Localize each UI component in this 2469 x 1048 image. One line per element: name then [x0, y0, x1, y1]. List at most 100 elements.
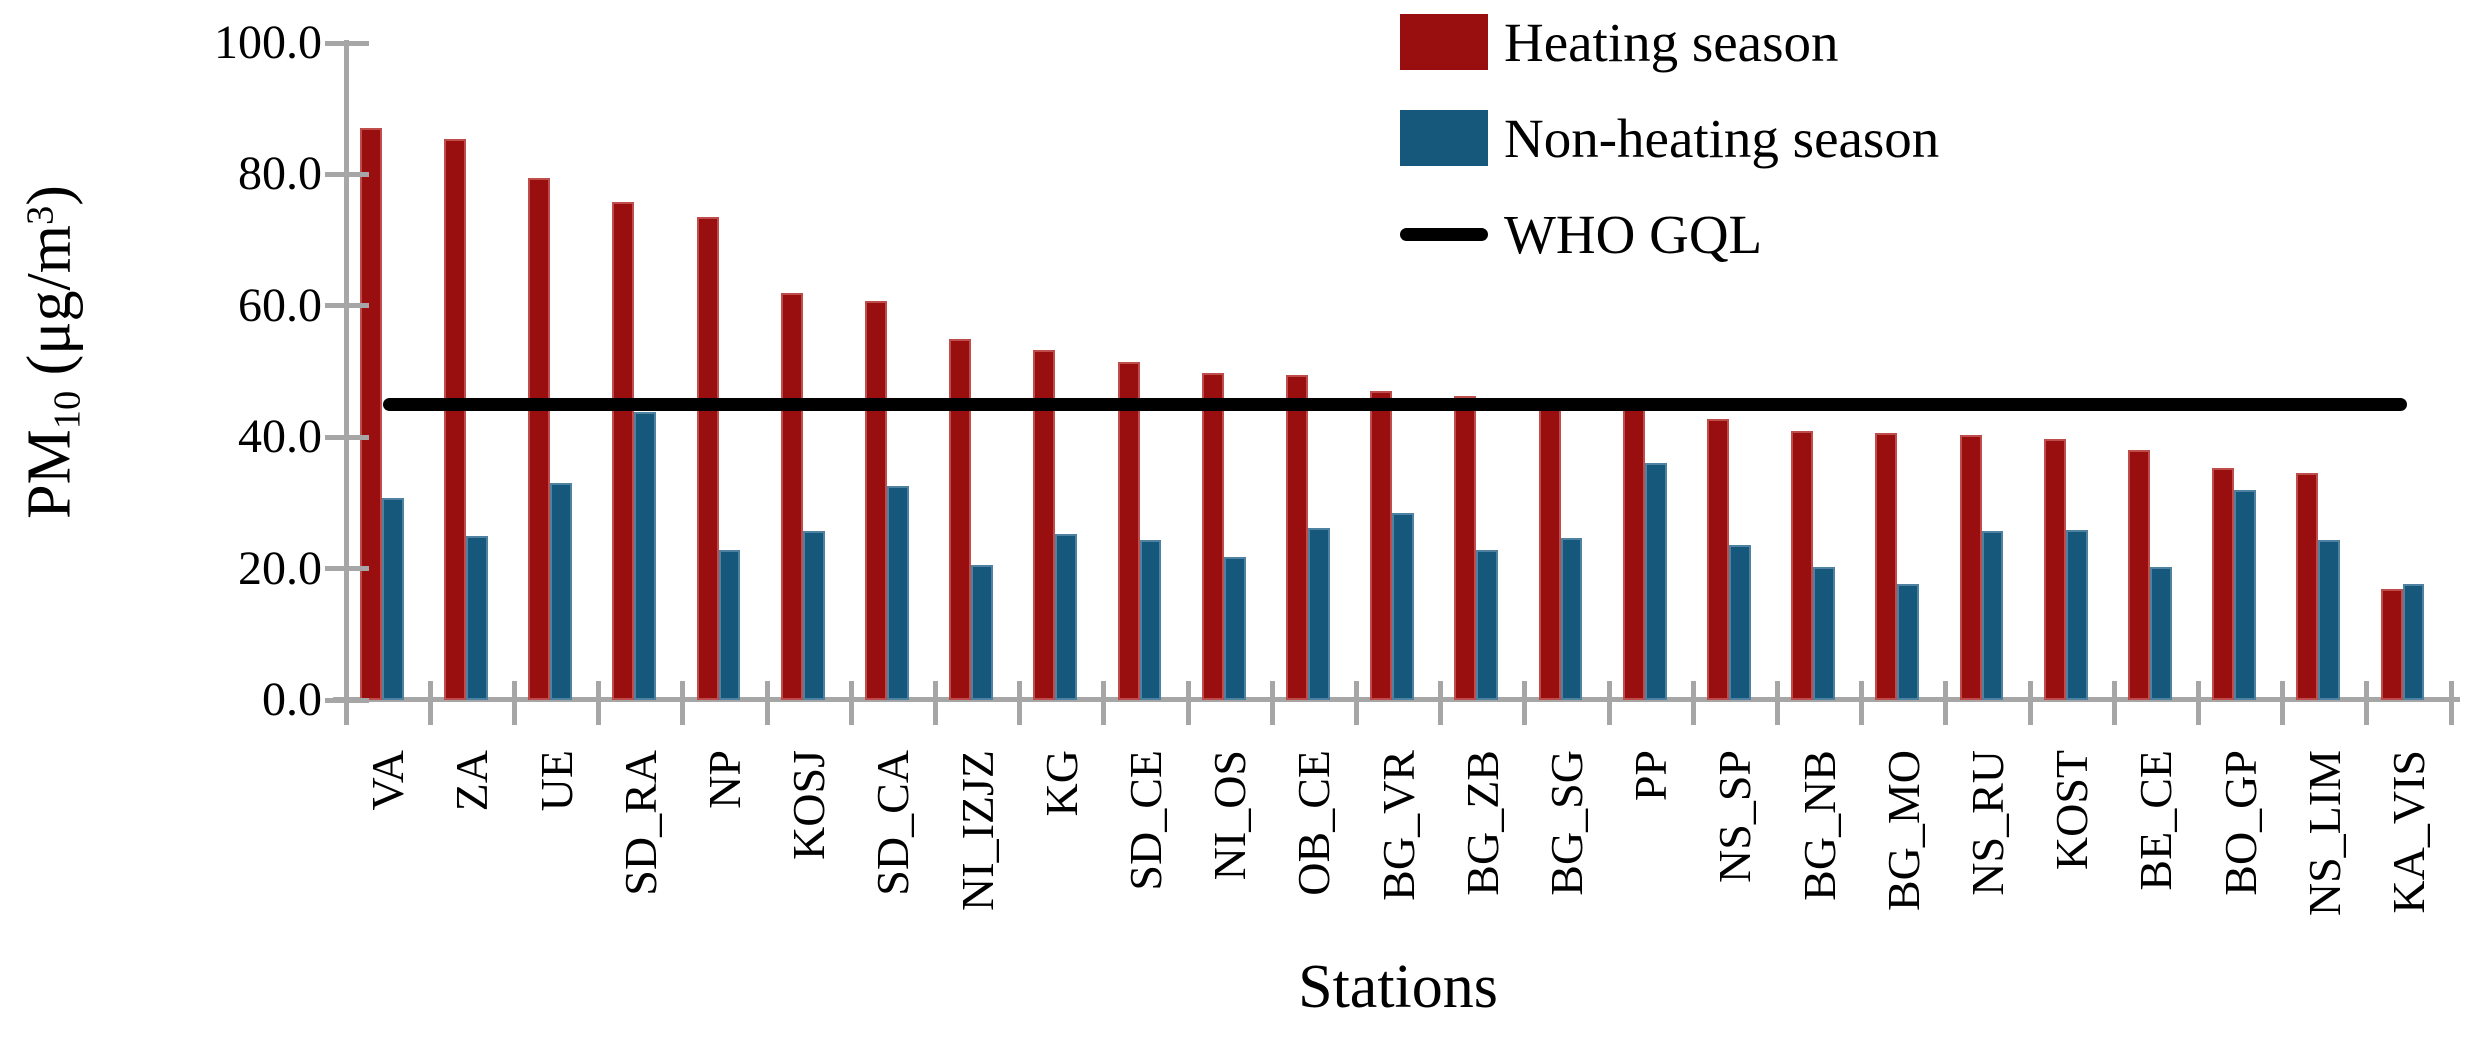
x-tick-mark	[680, 681, 686, 725]
x-tick-label-bo_gp: BO_GP	[2214, 750, 2266, 896]
bar-non-heating-kost	[2065, 529, 2088, 700]
y-tick-mark	[325, 171, 369, 177]
y-axis-line	[344, 40, 349, 712]
x-tick-label-ob_ce: OB_CE	[1288, 750, 1340, 896]
bar-heating-sd_ce	[1117, 362, 1140, 700]
bar-non-heating-za	[465, 536, 488, 700]
bar-non-heating-kg	[1055, 534, 1078, 700]
bar-non-heating-ni_izjz	[971, 565, 994, 700]
x-tick-mark	[2111, 681, 2117, 725]
x-tick-mark	[1690, 681, 1696, 725]
x-tick-label-ka_vis: KA_VIS	[2382, 750, 2434, 914]
bar-non-heating-ue	[550, 483, 573, 700]
x-tick-label-ns_ru: NS_RU	[1961, 750, 2013, 896]
y-tick-mark	[325, 303, 369, 309]
x-tick-mark	[2448, 681, 2454, 725]
x-tick-mark	[427, 681, 433, 725]
bar-heating-sd_ca	[865, 300, 887, 700]
x-tick-mark	[1606, 681, 1612, 725]
x-tick-mark	[1859, 681, 1865, 725]
who-gql-line-swatch	[1400, 227, 1488, 241]
bar-non-heating-bg_vr	[1392, 513, 1415, 700]
x-tick-label-ni_izjz: NI_IZJZ	[951, 750, 1003, 911]
bar-non-heating-ob_ce	[1307, 527, 1330, 700]
bar-non-heating-ns_lim	[2318, 539, 2341, 700]
legend-label-non-heating: Non-heating season	[1504, 107, 1940, 169]
x-axis-title: Stations	[1298, 953, 1498, 1021]
x-tick-mark	[2364, 681, 2370, 725]
x-tick-label-ni_os: NI_OS	[1204, 750, 1256, 881]
y-tick-mark	[325, 566, 369, 572]
bar-non-heating-ns_sp	[1728, 544, 1751, 700]
x-tick-label-bg_nb: BG_NB	[1793, 750, 1845, 901]
bar-heating-pp	[1622, 406, 1645, 700]
heating-season-swatch	[1400, 14, 1488, 70]
bar-non-heating-pp	[1644, 463, 1667, 700]
x-tick-label-kost: KOST	[2046, 750, 2098, 871]
x-tick-mark	[2195, 681, 2201, 725]
x-tick-mark	[848, 681, 854, 725]
bar-heating-sd_ra	[612, 202, 635, 700]
bar-non-heating-bg_nb	[1813, 567, 1836, 700]
bar-heating-ob_ce	[1286, 375, 1308, 700]
x-tick-label-bg_zb: BG_ZB	[1456, 750, 1508, 896]
x-tick-mark	[343, 681, 349, 725]
x-tick-mark	[596, 681, 602, 725]
x-tick-label-pp: PP	[1625, 750, 1677, 802]
bar-heating-kost	[2043, 438, 2066, 700]
bar-heating-bg_vr	[1370, 391, 1393, 700]
x-tick-mark	[932, 681, 938, 725]
plot-area	[346, 43, 2451, 700]
bar-heating-bo_gp	[2212, 468, 2235, 700]
y-tick-label: 100.0	[214, 16, 322, 69]
bar-heating-ni_os	[1201, 372, 1224, 700]
bar-heating-ka_vis	[2380, 588, 2403, 700]
bar-non-heating-bg_sg	[1560, 538, 1583, 700]
x-tick-mark	[2027, 681, 2033, 725]
x-tick-mark	[1522, 681, 1528, 725]
bar-heating-bg_nb	[1791, 430, 1814, 700]
x-tick-label-bg_sg: BG_SG	[1540, 750, 1592, 896]
y-tick-mark	[325, 40, 369, 46]
bar-non-heating-bg_zb	[1476, 550, 1499, 700]
legend-label-who: WHO GQL	[1504, 203, 1763, 265]
bar-heating-ns_lim	[2296, 472, 2319, 700]
y-axis-title: PM10 (μg/m3)	[15, 185, 89, 519]
bar-non-heating-kosj	[802, 530, 825, 700]
bar-non-heating-bg_mo	[1897, 583, 1920, 700]
legend-row-non-heating: Non-heating season	[1400, 90, 1939, 186]
y-tick-label: 80.0	[238, 147, 322, 201]
x-tick-mark	[1438, 681, 1444, 725]
x-tick-mark	[1943, 681, 1949, 725]
x-tick-label-sd_ce: SD_CE	[1119, 750, 1171, 891]
x-tick-mark	[1774, 681, 1780, 725]
bar-non-heating-be_ce	[2149, 566, 2172, 700]
legend-row-heating: Heating season	[1400, 0, 1939, 90]
bar-heating-bg_sg	[1538, 402, 1561, 700]
bar-non-heating-sd_ca	[886, 485, 909, 700]
x-tick-label-be_ce: BE_CE	[2130, 750, 2182, 891]
x-tick-label-za: ZA	[446, 750, 498, 812]
x-tick-label-kg: KG	[1035, 750, 1087, 817]
bar-heating-ue	[528, 177, 551, 700]
x-tick-mark	[1269, 681, 1275, 725]
bar-non-heating-sd_ce	[1139, 539, 1162, 700]
bar-heating-kosj	[780, 292, 803, 700]
bar-heating-va	[359, 128, 382, 700]
x-tick-label-bg_vr: BG_VR	[1372, 750, 1424, 901]
x-tick-mark	[511, 681, 517, 725]
x-tick-label-sd_ra: SD_RA	[614, 750, 666, 896]
x-tick-label-bg_mo: BG_MO	[1877, 750, 1929, 912]
bar-heating-bg_mo	[1875, 432, 1898, 700]
x-tick-label-ns_sp: NS_SP	[1709, 750, 1761, 883]
bar-non-heating-bo_gp	[2234, 490, 2257, 700]
bar-non-heating-ns_ru	[1981, 530, 2004, 700]
y-tick-label: 0.0	[262, 673, 322, 726]
bar-heating-ns_sp	[1707, 418, 1729, 700]
x-tick-label-va: VA	[362, 750, 414, 811]
bar-non-heating-ni_os	[1223, 556, 1246, 700]
bar-non-heating-ka_vis	[2402, 583, 2425, 700]
y-tick-label: 60.0	[238, 278, 322, 332]
who-gql-reference-line	[383, 397, 2407, 411]
x-tick-mark	[2280, 681, 2286, 725]
